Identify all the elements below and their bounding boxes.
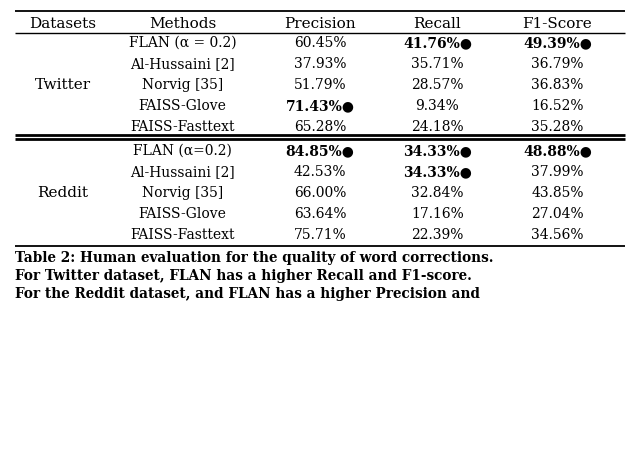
Text: 71.43%●: 71.43%●: [285, 99, 355, 113]
Text: 34.33%●: 34.33%●: [403, 144, 472, 158]
Text: For Twitter dataset, FLAN has a higher Recall and F1-score.: For Twitter dataset, FLAN has a higher R…: [15, 269, 472, 283]
Text: 35.71%: 35.71%: [411, 57, 464, 71]
Text: FLAN (α=0.2): FLAN (α=0.2): [133, 144, 232, 158]
Text: 41.76%●: 41.76%●: [403, 36, 472, 50]
Text: 84.85%●: 84.85%●: [285, 144, 355, 158]
Text: 24.18%: 24.18%: [411, 120, 464, 134]
Text: 22.39%: 22.39%: [412, 228, 464, 242]
Text: Precision: Precision: [284, 17, 356, 31]
Text: 9.34%: 9.34%: [415, 99, 460, 113]
Text: 42.53%: 42.53%: [294, 165, 346, 179]
Text: 37.93%: 37.93%: [294, 57, 346, 71]
Text: 34.33%●: 34.33%●: [403, 165, 472, 179]
Text: 27.04%: 27.04%: [531, 207, 584, 221]
Text: 51.79%: 51.79%: [294, 78, 346, 92]
Text: 16.52%: 16.52%: [531, 99, 584, 113]
Text: Al-Hussaini [2]: Al-Hussaini [2]: [130, 165, 235, 179]
Text: 48.88%●: 48.88%●: [523, 144, 592, 158]
Text: 49.39%●: 49.39%●: [523, 36, 592, 50]
Text: 34.56%: 34.56%: [531, 228, 584, 242]
Text: 36.79%: 36.79%: [531, 57, 584, 71]
Text: 35.28%: 35.28%: [531, 120, 584, 134]
Text: 60.45%: 60.45%: [294, 36, 346, 50]
Text: 37.99%: 37.99%: [531, 165, 584, 179]
Text: 43.85%: 43.85%: [531, 186, 584, 200]
Text: FAISS-Glove: FAISS-Glove: [139, 207, 227, 221]
Text: 17.16%: 17.16%: [411, 207, 464, 221]
Text: 75.71%: 75.71%: [294, 228, 346, 242]
Text: FLAN (α = 0.2): FLAN (α = 0.2): [129, 36, 236, 50]
Text: Al-Hussaini [2]: Al-Hussaini [2]: [130, 57, 235, 71]
Text: FAISS-Fasttext: FAISS-Fasttext: [131, 228, 235, 242]
Text: 32.84%: 32.84%: [412, 186, 464, 200]
Text: For the Reddit dataset, and FLAN has a higher Precision and: For the Reddit dataset, and FLAN has a h…: [15, 287, 480, 301]
Text: Twitter: Twitter: [35, 78, 91, 92]
Text: Norvig [35]: Norvig [35]: [142, 186, 223, 200]
Text: 36.83%: 36.83%: [531, 78, 584, 92]
Text: Norvig [35]: Norvig [35]: [142, 78, 223, 92]
Text: Reddit: Reddit: [37, 186, 88, 200]
Text: FAISS-Glove: FAISS-Glove: [139, 99, 227, 113]
Text: Methods: Methods: [149, 17, 216, 31]
Text: 63.64%: 63.64%: [294, 207, 346, 221]
Text: 65.28%: 65.28%: [294, 120, 346, 134]
Text: F1-Score: F1-Score: [523, 17, 593, 31]
Text: Table 2: Human evaluation for the quality of word corrections.: Table 2: Human evaluation for the qualit…: [15, 251, 493, 265]
Text: 66.00%: 66.00%: [294, 186, 346, 200]
Text: 28.57%: 28.57%: [412, 78, 464, 92]
Text: FAISS-Fasttext: FAISS-Fasttext: [131, 120, 235, 134]
Text: Recall: Recall: [413, 17, 461, 31]
Text: Datasets: Datasets: [29, 17, 96, 31]
